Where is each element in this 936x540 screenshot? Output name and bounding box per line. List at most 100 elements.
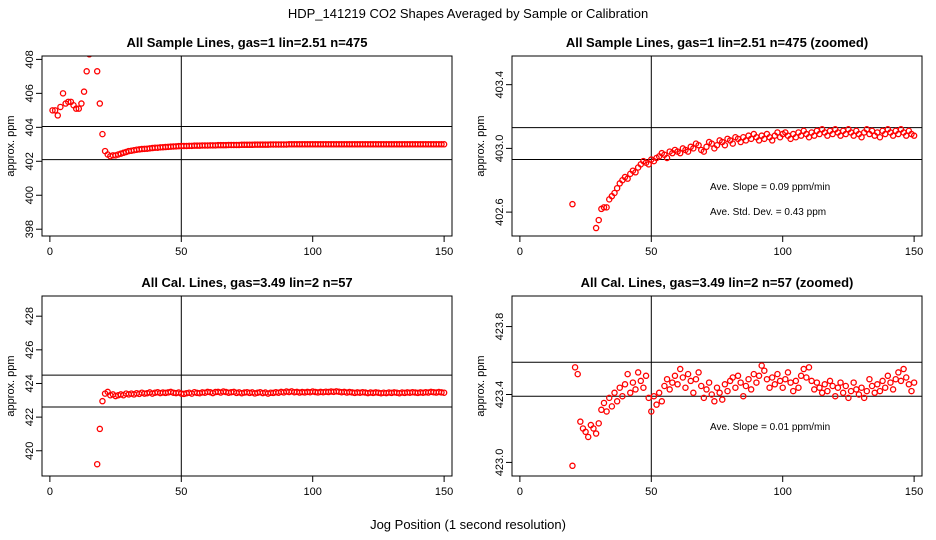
data-point (732, 384, 739, 391)
data-point (616, 384, 624, 391)
y-axis-label: approx. ppm (5, 355, 17, 416)
data-point (663, 375, 671, 383)
y-tick-label: 424 (24, 374, 36, 392)
data-point (832, 392, 839, 400)
x-tick-label: 50 (175, 486, 187, 498)
data-point (729, 140, 737, 147)
figure-title: HDP_141219 CO2 Shapes Averaged by Sample… (288, 6, 648, 21)
y-axis-label: approx. ppm (475, 115, 487, 176)
data-point (574, 370, 581, 378)
data-point (703, 143, 710, 151)
panel-title: All Cal. Lines, gas=3.49 lin=2 n=57 (141, 275, 352, 290)
reference-lines (512, 296, 922, 476)
data-point (879, 377, 886, 385)
data-point (774, 370, 781, 378)
panel-1: All Sample Lines, gas=1 lin=2.51 n=475 ap… (5, 35, 453, 258)
data-point (676, 149, 684, 157)
data-point (761, 367, 768, 374)
y-tick-label: 420 (24, 442, 36, 460)
data-points (49, 56, 448, 160)
x-tick-label: 150 (905, 246, 923, 258)
data-point (605, 394, 613, 402)
data-point (93, 68, 101, 75)
data-point (679, 374, 687, 381)
data-point (684, 370, 692, 378)
data-point (695, 369, 702, 376)
data-point (721, 381, 729, 388)
data-point (753, 379, 760, 386)
data-point (716, 389, 723, 397)
data-point (887, 379, 894, 386)
x-tick-label: 100 (774, 246, 792, 258)
data-point (584, 433, 592, 441)
data-point (595, 420, 602, 427)
data-point (653, 401, 660, 408)
data-point (795, 384, 802, 391)
data-point (692, 375, 700, 383)
y-tick-label: 423.0 (494, 449, 506, 477)
data-point (897, 377, 905, 385)
data-point (666, 386, 673, 393)
data-point (711, 398, 718, 405)
data-point (758, 362, 765, 369)
data-point (640, 384, 647, 391)
x-tick-label: 150 (435, 246, 453, 258)
x-tick-label: 50 (645, 246, 657, 258)
panel-3: All Cal. Lines, gas=3.49 lin=2 n=57 appro… (5, 275, 453, 498)
x-tick-label: 100 (304, 486, 322, 498)
data-point (858, 384, 865, 391)
annotation: Ave. Slope = 0.01 ppm/min (710, 422, 830, 433)
data-points (93, 388, 448, 468)
data-point (99, 130, 106, 138)
data-point (782, 375, 789, 383)
data-point (910, 132, 918, 139)
x-tick-label: 50 (645, 486, 657, 498)
y-tick-label: 400 (24, 186, 36, 204)
data-point (671, 372, 679, 380)
y-tick-label: 404 (24, 118, 36, 136)
x-tick-label: 0 (517, 246, 523, 258)
data-point (57, 103, 64, 111)
data-point (824, 387, 831, 395)
data-point (65, 98, 72, 106)
data-point (881, 384, 889, 391)
data-point (768, 137, 776, 144)
data-point (54, 112, 62, 119)
panel-title: All Cal. Lines, gas=3.49 lin=2 n=57 (zoo… (581, 275, 854, 290)
data-point (51, 107, 59, 114)
x-tick-label: 100 (304, 246, 322, 258)
annotation: Ave. Std. Dev. = 0.43 ppm (710, 207, 826, 218)
data-point (86, 56, 93, 58)
data-point (577, 418, 584, 425)
y-tick-label: 402.6 (494, 198, 506, 226)
data-point (834, 384, 842, 391)
data-point (632, 169, 639, 176)
data-point (708, 391, 715, 398)
data-point (650, 392, 658, 400)
y-tick-label: 426 (24, 341, 36, 359)
plot-frame (41, 295, 453, 477)
data-point (713, 384, 721, 391)
annotation: Ave. Slope = 0.09 ppm/min (710, 182, 830, 193)
data-point (779, 384, 786, 391)
data-point (703, 386, 710, 393)
data-point (902, 374, 910, 381)
data-point (438, 389, 445, 396)
data-point (600, 399, 608, 407)
data-point (910, 379, 918, 386)
data-point (72, 105, 80, 112)
data-point (621, 381, 629, 388)
data-point (595, 216, 602, 224)
data-point (839, 389, 847, 397)
data-point (792, 377, 800, 385)
y-tick-label: 423.4 (494, 381, 506, 409)
data-point (440, 389, 448, 396)
data-point (658, 398, 666, 405)
x-tick-label: 0 (517, 486, 523, 498)
data-point (766, 384, 773, 391)
data-point (676, 365, 684, 373)
data-point (803, 374, 810, 381)
data-point (734, 372, 742, 380)
data-point (719, 396, 726, 403)
data-point (737, 379, 744, 386)
